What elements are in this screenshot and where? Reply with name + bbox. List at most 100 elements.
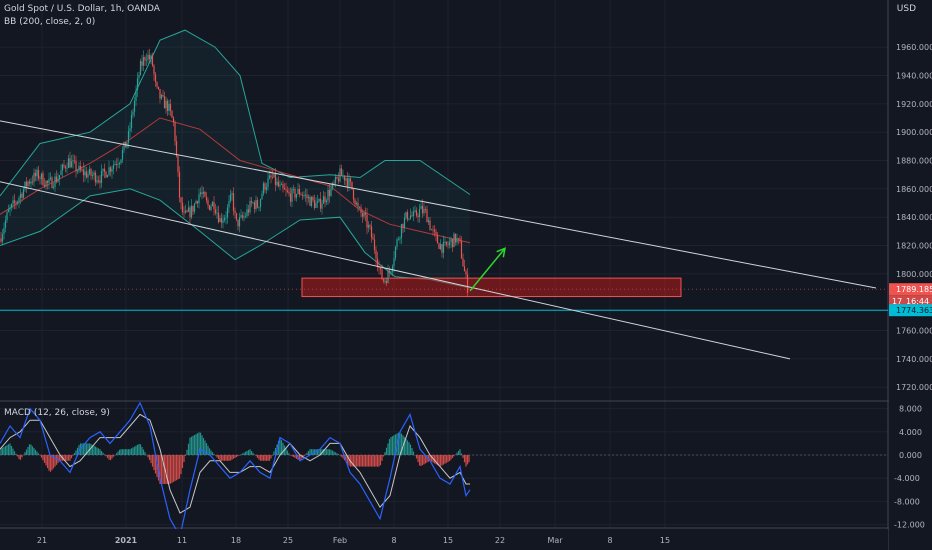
time-tick-label: 18 [231,536,241,545]
macd-histogram-bar [180,455,182,475]
price-tick-label: 1760.000 [896,327,932,336]
macd-histogram-bar [39,455,41,456]
candle-body [201,192,203,194]
candle-body [90,168,92,176]
candle-body [213,201,215,210]
candle-body [423,208,425,214]
price-tick-label: 1940.000 [896,71,932,80]
candle-body [199,192,202,195]
candle-body [397,239,400,240]
macd-histogram-bar [193,434,196,455]
macd-histogram-bar [292,455,295,458]
time-tick-label: 15 [660,536,670,545]
macd-histogram-bar [241,453,244,455]
candle-body [454,233,457,243]
macd-histogram-bar [454,454,457,455]
macd-histogram-bar [421,455,424,466]
macd-histogram-bar [433,455,436,464]
candle-body [151,55,154,66]
candle-body [279,184,281,187]
candle-body [273,174,275,178]
candle-body [354,199,356,205]
macd-histogram-bar [141,446,143,455]
candle-body [138,75,140,79]
macd-histogram-bar [319,449,322,455]
candle-body [148,54,151,60]
macd-histogram-bar [400,433,403,455]
macd-histogram-bar [229,455,232,461]
macd-histogram-bar [234,455,236,458]
price-tick-label: 1920.000 [896,100,932,109]
candle-body [43,185,46,187]
macd-histogram-bar [33,448,35,455]
candle-body [357,202,359,208]
macd-histogram-bar [441,455,443,466]
macd-histogram-bar [49,455,52,472]
candle-body [183,211,185,213]
macd-histogram-bar [375,455,377,467]
macd-histogram-bar [184,455,187,456]
macd-histogram-bar [217,455,220,460]
macd-histogram-bar [226,455,229,461]
candle-body [34,172,37,177]
time-axis-bg [0,529,888,550]
macd-histogram-bar [142,449,145,455]
candle-body [220,218,223,223]
time-tick-label: 11 [177,536,187,545]
macd-tick-label: 0.000 [899,451,922,460]
candle-body [396,239,398,247]
candle-body [339,168,341,182]
candle-body [316,201,319,203]
candle-body [435,231,437,235]
candle-body [9,207,11,210]
candle-body [427,220,430,223]
candle-body [361,213,364,217]
candle-body [45,180,47,187]
macd-histogram-bar [138,443,140,455]
macd-histogram-bar [291,455,293,457]
currency-label[interactable]: USD [896,4,916,14]
candle-body [216,212,218,214]
macd-histogram-bar [37,453,40,455]
macd-histogram-bar [457,450,460,455]
macd-histogram-bar [399,431,401,455]
macd-histogram-bar [183,455,185,462]
macd-histogram-bar [438,455,440,467]
candle-body [360,207,362,214]
macd-histogram-bar [10,446,13,455]
candle-body [100,170,103,183]
candle-body [267,178,269,188]
macd-histogram-bar [70,455,73,459]
macd-histogram-bar [274,448,277,455]
macd-histogram-bar [160,455,163,484]
candle-body [154,74,157,83]
macd-histogram-bar [51,455,53,471]
macd-histogram-bar [129,449,131,455]
macd-histogram-bar [346,455,349,464]
macd-histogram-bar [294,455,296,458]
candle-body [301,194,304,196]
candle-body [217,212,220,223]
macd-histogram-bar [376,455,379,467]
candle-body [76,170,79,172]
candle-body [247,209,250,213]
macd-histogram-bar [199,432,202,455]
candle-body [405,212,407,218]
macd-histogram-bar [358,455,361,467]
candle-body [303,195,305,196]
candle-body [235,213,238,220]
candle-body [223,218,226,221]
candle-body [204,191,206,197]
macd-histogram-bar [450,455,452,460]
candle-body [429,220,431,230]
candle-body [340,168,343,176]
macd-histogram-bar [18,455,20,460]
macd-histogram-bar [151,455,154,467]
bb-upper-line [0,29,471,197]
candle-body [180,197,182,203]
candle-body [448,241,451,245]
macd-histogram-bar [171,455,173,483]
candle-body [1,234,4,242]
macd-histogram-bar [54,455,56,467]
